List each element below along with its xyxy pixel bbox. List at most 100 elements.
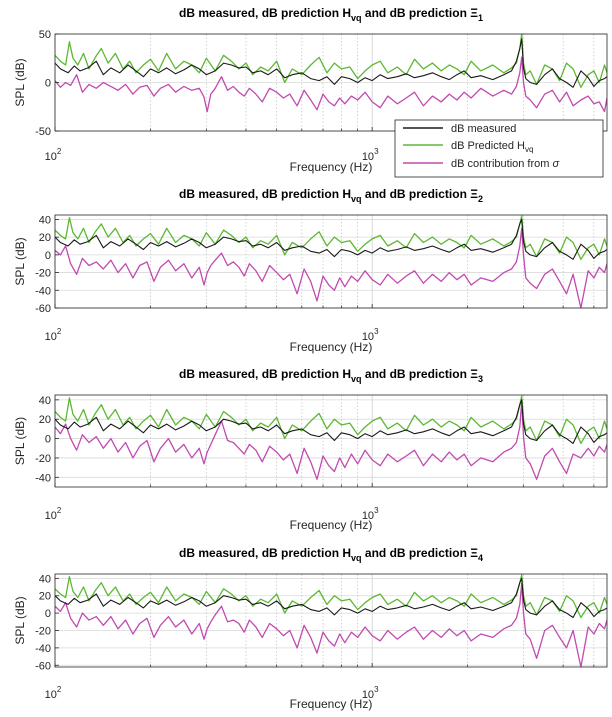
y-tick-label: 0 — [45, 78, 51, 90]
x-axis-label: Frequency (Hz) — [290, 160, 373, 174]
legend-entry-predicted-hvq-label: dB Predicted Hvq — [451, 140, 533, 154]
x-tick-exponent: 3 — [374, 327, 379, 336]
series-measured — [55, 577, 607, 619]
series-measured — [55, 399, 607, 444]
x-tick-base: 10 — [45, 331, 57, 343]
y-tick-label: 40 — [39, 214, 51, 226]
legend-text: dB contribution from — [451, 158, 553, 170]
title-text-a: dB measured, dB prediction H — [179, 546, 351, 560]
x-tick-base: 10 — [45, 151, 57, 163]
y-tick-label: 20 — [39, 232, 51, 244]
title-subscript-b: 3 — [478, 374, 483, 384]
title-text-a: dB measured, dB prediction H — [179, 367, 351, 381]
legend-entry-measured-label: dB measured — [451, 123, 516, 135]
chart-title: dB measured, dB prediction Hvq and dB pr… — [179, 6, 483, 23]
y-axis-label: SPL (dB) — [13, 58, 27, 106]
title-subscript-b: 1 — [478, 13, 483, 23]
x-tick-label: 103 — [362, 147, 379, 163]
axes-box — [54, 394, 608, 488]
series-group — [55, 395, 607, 480]
y-tick-label: -50 — [35, 126, 51, 138]
x-tick-base: 10 — [362, 151, 374, 163]
title-text-b: and dB prediction Ξ — [362, 187, 479, 201]
chart-title: dB measured, dB prediction Hvq and dB pr… — [179, 546, 483, 563]
x-tick-exponent: 3 — [374, 685, 379, 694]
title-subscript-a: vq — [351, 194, 362, 204]
series-measured — [55, 218, 607, 260]
x-tick-base: 10 — [362, 689, 374, 701]
series-sigma — [55, 56, 607, 113]
series-predicted-hvq — [55, 574, 607, 619]
legend-entry-sigma-label: dB contribution from σ — [451, 158, 560, 170]
y-axis-label: SPL (dB) — [13, 596, 27, 644]
x-tick-exponent: 2 — [57, 327, 62, 336]
x-tick-label: 102 — [45, 327, 62, 343]
y-tick-label: 20 — [39, 591, 51, 603]
title-subscript-a: vq — [351, 13, 362, 23]
y-tick-label: 40 — [39, 573, 51, 585]
x-tick-label: 103 — [362, 506, 379, 522]
y-tick-label: 50 — [39, 29, 51, 41]
series-group — [55, 215, 607, 308]
title-subscript-b: 2 — [478, 194, 483, 204]
y-tick-label: 0 — [45, 608, 51, 620]
x-tick-label: 102 — [45, 147, 62, 163]
series-sigma — [55, 227, 607, 308]
y-tick-label: 0 — [45, 250, 51, 262]
axes-box — [54, 573, 608, 668]
chart-title: dB measured, dB prediction Hvq and dB pr… — [179, 187, 483, 204]
series-sigma — [55, 401, 607, 480]
x-tick-label: 102 — [45, 506, 62, 522]
y-tick-label: -20 — [35, 625, 51, 637]
series-predicted-hvq — [55, 34, 607, 88]
y-axis-label: SPL (dB) — [13, 417, 27, 465]
x-tick-exponent: 3 — [374, 506, 379, 515]
y-tick-label: -40 — [35, 285, 51, 297]
title-text-b: and dB prediction Ξ — [362, 6, 479, 20]
x-tick-exponent: 2 — [57, 506, 62, 515]
x-tick-label: 103 — [362, 685, 379, 701]
x-tick-label: 103 — [362, 327, 379, 343]
x-axis-label: Frequency (Hz) — [290, 340, 373, 354]
series-predicted-hvq — [55, 395, 607, 445]
legend-subscript: vq — [525, 145, 533, 154]
y-tick-label: -40 — [35, 472, 51, 484]
title-subscript-b: 4 — [478, 553, 483, 563]
title-subscript-a: vq — [351, 374, 362, 384]
axes-box — [54, 214, 608, 309]
y-axis-label: SPL (dB) — [13, 237, 27, 285]
y-tick-label: -20 — [35, 453, 51, 465]
legend-text: dB Predicted H — [451, 140, 525, 152]
series-group — [55, 574, 607, 667]
x-tick-base: 10 — [45, 510, 57, 522]
legend-box — [394, 119, 604, 178]
x-tick-exponent: 3 — [374, 147, 379, 156]
y-tick-label: -20 — [35, 268, 51, 280]
title-text-a: dB measured, dB prediction H — [179, 6, 351, 20]
x-axis-label: Frequency (Hz) — [290, 518, 373, 532]
x-axis-label: Frequency (Hz) — [290, 697, 373, 711]
title-text-a: dB measured, dB prediction H — [179, 187, 351, 201]
y-tick-label: -60 — [35, 303, 51, 315]
series-predicted-hvq — [55, 215, 607, 260]
legend: dB measured dB Predicted Hvq dB contributi… — [394, 119, 604, 178]
y-tick-label: -40 — [35, 643, 51, 655]
series-measured — [55, 38, 607, 88]
y-tick-label: 0 — [45, 434, 51, 446]
x-tick-base: 10 — [362, 510, 374, 522]
series-group — [55, 34, 607, 113]
y-tick-label: 40 — [39, 395, 51, 407]
title-text-b: and dB prediction Ξ — [362, 546, 479, 560]
title-text-b: and dB prediction Ξ — [362, 367, 479, 381]
x-tick-label: 102 — [45, 685, 62, 701]
x-tick-exponent: 2 — [57, 147, 62, 156]
y-tick-label: 20 — [39, 414, 51, 426]
y-tick-label: -60 — [35, 660, 51, 672]
chart-title: dB measured, dB prediction Hvq and dB pr… — [179, 367, 483, 384]
x-tick-exponent: 2 — [57, 685, 62, 694]
